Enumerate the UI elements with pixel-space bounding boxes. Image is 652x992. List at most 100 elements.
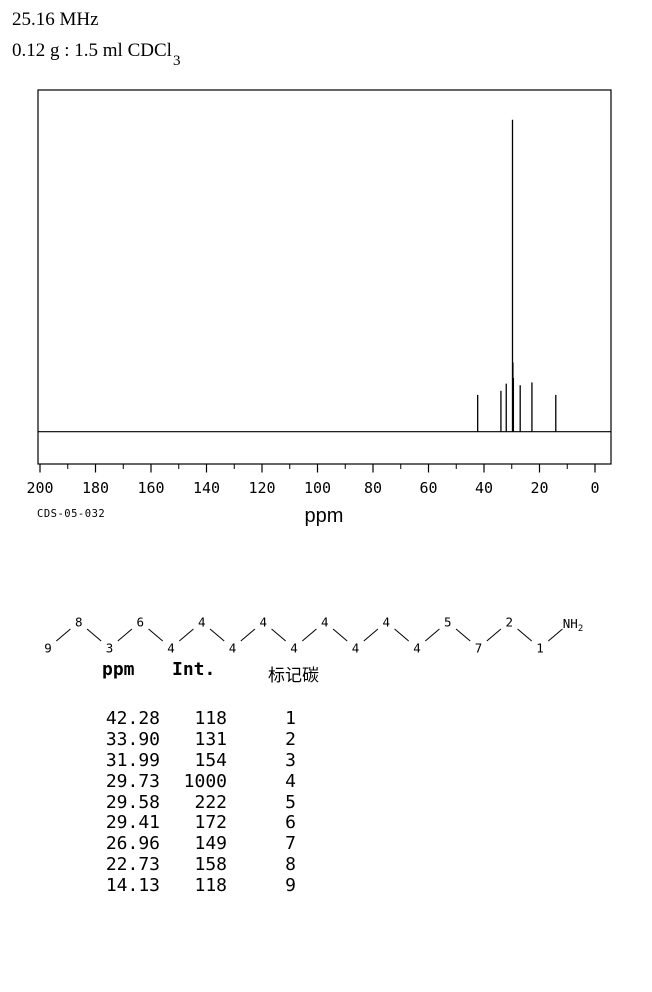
carbon-label: 4 <box>382 615 390 630</box>
sample-info-subscript: 3 <box>172 52 181 69</box>
carbon-label: 4 <box>198 615 206 630</box>
cell-intensity: 149 <box>194 833 227 855</box>
x-tick-label: 160 <box>137 479 164 497</box>
cell-carbon: 9 <box>285 875 296 897</box>
carbon-label: 1 <box>536 641 544 656</box>
structure-bond <box>517 628 533 642</box>
table-row: 29.73 1000 4 <box>0 770 652 793</box>
x-tick-label: 60 <box>419 479 437 497</box>
carbon-label: 4 <box>413 641 421 656</box>
structure-bond <box>486 628 502 642</box>
x-axis-ticks <box>39 464 596 473</box>
table-row: 14.13 118 9 <box>0 875 652 897</box>
carbon-label: 7 <box>475 641 483 656</box>
carbon-label: 2 <box>505 615 513 630</box>
structure-bond <box>209 628 225 642</box>
col-header-int: Int. <box>172 659 216 680</box>
carbon-label: 6 <box>136 615 144 630</box>
table-row: 26.96 149 7 <box>0 833 652 855</box>
peak-table-rows: 42.28 118 1 33.90 131 2 31.99 154 3 29.73 1000 4 29.… <box>0 708 652 897</box>
carbon-label: 4 <box>290 641 298 656</box>
report-header: 25.16 MHz 0.12 g : 1.5 ml CDCl3 <box>12 4 181 73</box>
cell-ppm: 31.99 <box>105 749 160 771</box>
x-axis-title: ppm <box>305 505 344 527</box>
col-header-carbon: 标记碳 <box>268 666 319 685</box>
cell-intensity: 118 <box>194 875 227 897</box>
cell-intensity: 1000 <box>183 770 227 792</box>
x-tick-label: 0 <box>590 479 599 497</box>
plot-box <box>37 89 612 465</box>
carbon-label: 4 <box>259 615 267 630</box>
cell-carbon: 3 <box>285 749 296 771</box>
structure-bonds <box>55 628 563 642</box>
cell-ppm: 29.58 <box>105 791 160 813</box>
cell-intensity: 222 <box>194 791 227 813</box>
amine-subscript: 2 <box>578 624 583 634</box>
table-row: 31.99 154 3 <box>0 749 652 772</box>
table-row: 33.90 131 2 <box>0 728 652 751</box>
structure-bond <box>271 628 287 642</box>
molecule-structure: 9 8 3 6 4 4 4 4 4 4 4 4 4 5 7 2 1 NH2 <box>44 615 583 656</box>
table-row: 42.28 118 1 <box>0 708 652 730</box>
structure-bond <box>240 628 256 642</box>
structure-bond <box>117 628 133 642</box>
table-row: 22.73 158 8 <box>0 854 652 876</box>
x-tick-label: 180 <box>82 479 109 497</box>
carbon-label: 4 <box>321 615 329 630</box>
cell-ppm: 14.13 <box>105 875 160 897</box>
cell-carbon: 5 <box>285 791 296 813</box>
x-tick-label: 20 <box>530 479 548 497</box>
carbon-label: 4 <box>352 641 360 656</box>
cell-carbon: 7 <box>285 833 296 855</box>
carbon-label: 9 <box>44 641 52 656</box>
cell-intensity: 118 <box>194 708 227 729</box>
structure-bond <box>148 628 164 642</box>
structure-bond <box>86 628 102 642</box>
x-tick-label: 100 <box>304 479 331 497</box>
amine-group-label: NH2 <box>563 616 583 634</box>
structure-bond <box>394 628 410 642</box>
sample-info-text: 0.12 g : 1.5 ml CDCl <box>12 40 172 61</box>
cell-ppm: 22.73 <box>105 854 160 876</box>
x-tick-label: 40 <box>475 479 493 497</box>
cell-ppm: 33.90 <box>105 728 160 750</box>
carbon-label: 4 <box>229 641 237 656</box>
x-axis-tick-labels: 200 180 160 140 120 100 80 60 40 20 0 <box>26 479 599 497</box>
cell-ppm: 26.96 <box>105 833 160 855</box>
structure-bond <box>178 628 194 642</box>
structure-bond <box>332 628 348 642</box>
cell-carbon: 2 <box>285 728 296 750</box>
cell-intensity: 131 <box>194 728 227 750</box>
sample-info: 0.12 g : 1.5 ml CDCl3 <box>12 35 181 73</box>
x-tick-label: 120 <box>248 479 275 497</box>
structure-bond <box>547 628 563 642</box>
x-tick-label: 140 <box>193 479 220 497</box>
structure-bond <box>301 628 317 642</box>
cell-intensity: 158 <box>194 854 227 876</box>
cell-carbon: 1 <box>285 708 296 729</box>
structure-bond <box>424 628 440 642</box>
col-header-ppm: ppm <box>102 659 135 680</box>
carbon-label: 3 <box>106 641 114 656</box>
cell-ppm: 29.73 <box>105 770 160 792</box>
structure-bond <box>55 628 71 642</box>
carbon-label: 5 <box>444 615 452 630</box>
cell-carbon: 6 <box>285 812 296 834</box>
x-tick-label: 200 <box>26 479 53 497</box>
cell-intensity: 172 <box>194 812 227 834</box>
structure-bond <box>455 628 471 642</box>
carbon-label: 8 <box>75 615 83 630</box>
spectrometer-frequency: 25.16 MHz <box>12 9 99 30</box>
table-row: 29.41 172 6 <box>0 813 652 834</box>
peak-lines <box>477 119 557 432</box>
structure-bond <box>363 628 379 642</box>
cell-carbon: 8 <box>285 854 296 876</box>
cell-ppm: 29.41 <box>105 812 160 834</box>
x-tick-label: 80 <box>364 479 382 497</box>
table-row: 29.58 222 5 <box>0 791 652 814</box>
cell-carbon: 4 <box>285 770 296 792</box>
cell-intensity: 154 <box>194 749 227 771</box>
peak-table-header: ppm Int. 标记碳 <box>0 659 652 685</box>
carbon-label: 4 <box>167 641 175 656</box>
